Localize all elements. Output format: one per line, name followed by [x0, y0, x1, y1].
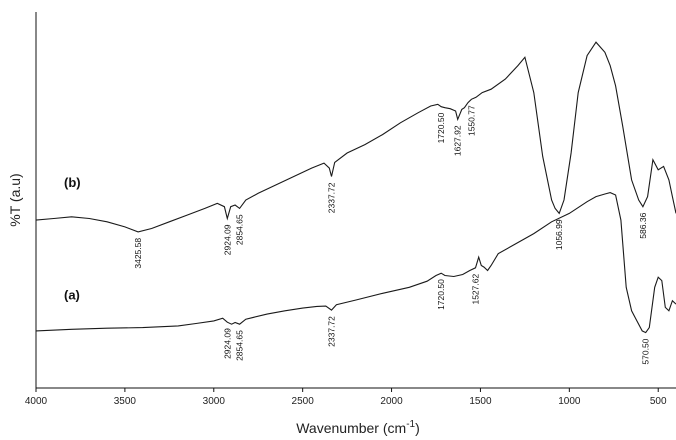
curve-label: (b) — [64, 175, 81, 190]
peak-label: 1056.99 — [554, 219, 564, 250]
peak-label: 2854.65 — [235, 330, 245, 361]
x-axis-title: Wavenumber (cm-1) — [296, 419, 420, 436]
peak-label: 2924.09 — [222, 328, 232, 359]
x-tick-label: 1500 — [469, 396, 492, 407]
x-tick-label: 1000 — [558, 396, 581, 407]
axes — [35, 12, 676, 389]
x-tick-label: 2500 — [292, 396, 315, 407]
x-tick-label: 3000 — [203, 396, 226, 407]
peak-label: 1550.77 — [466, 105, 476, 136]
y-axis-title: %T (a.u) — [7, 173, 23, 226]
peak-label: 2924.09 — [222, 224, 232, 255]
series-layer — [35, 41, 676, 334]
series-b-line — [35, 41, 676, 233]
curve-label: (a) — [64, 287, 80, 302]
x-axis-title-sup: -1 — [406, 419, 415, 430]
x-tick-label: 500 — [650, 396, 667, 407]
x-tick-label: 2000 — [380, 396, 403, 407]
peak-label: 1720.50 — [436, 279, 446, 310]
x-axis-title-tail: ) — [415, 420, 420, 436]
x-axis-title-main: Wavenumber (cm — [296, 420, 406, 436]
peak-label: 2337.72 — [327, 182, 337, 213]
peak-label: 570.50 — [641, 338, 651, 364]
peak-label: 1720.50 — [436, 112, 446, 143]
peak-label: 2854.65 — [235, 214, 245, 245]
series-a-line — [35, 192, 676, 334]
x-ticks: 4000 3500 3000 2500 2000 1500 1000 500 — [25, 388, 667, 407]
peak-label: 3425.58 — [133, 238, 143, 269]
peak-label: 2337.72 — [327, 316, 337, 347]
peak-label: 1627.92 — [453, 125, 463, 156]
peak-label: 586.36 — [638, 212, 648, 238]
curve-labels: (b) (a) — [64, 175, 81, 302]
x-tick-label: 3500 — [114, 396, 137, 407]
x-tick-label: 4000 — [25, 396, 48, 407]
peak-label: 1527.62 — [471, 274, 481, 305]
